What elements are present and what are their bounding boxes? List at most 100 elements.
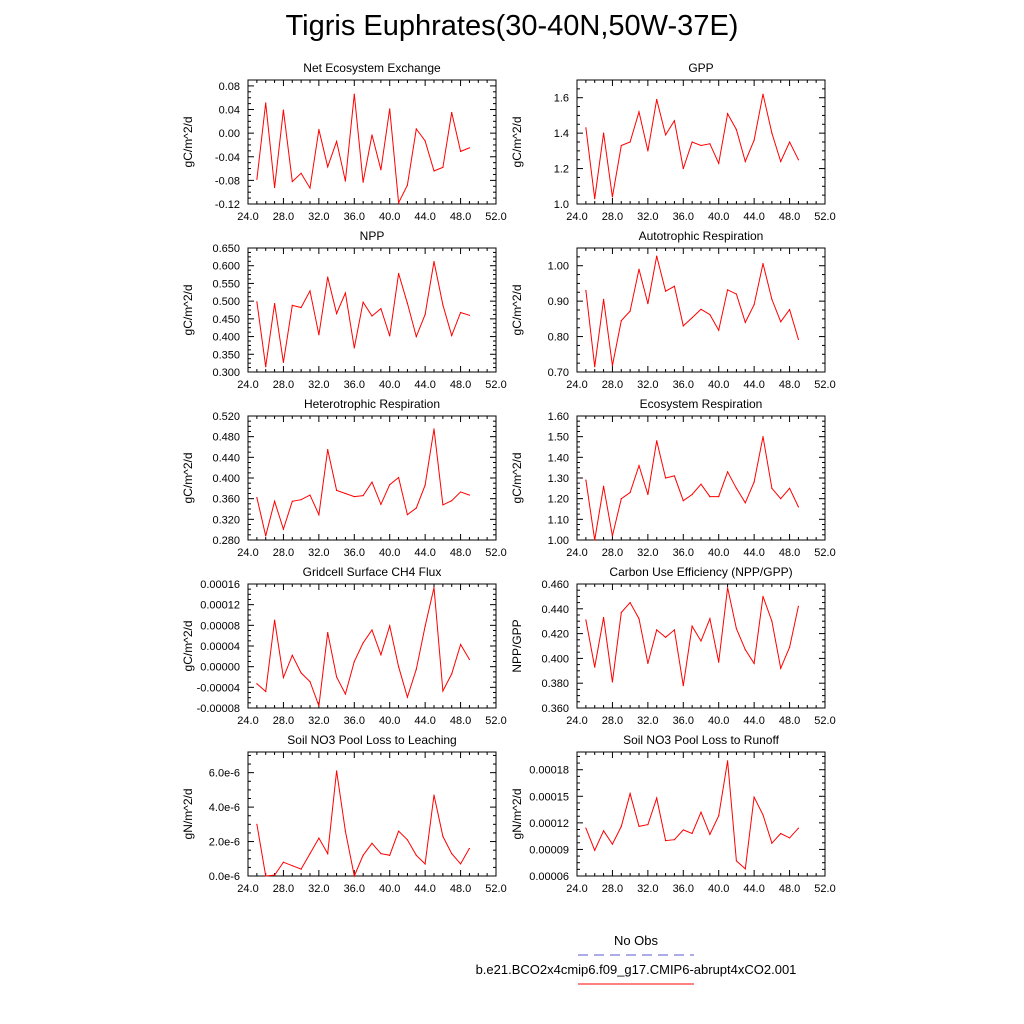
figure-title: Tigris Euphrates(30-40N,50W-37E): [285, 10, 739, 42]
data-point: [424, 625, 426, 627]
chart-panel-10: Soil NO3 Pool Loss to Runoff gN/m^2/d 24.0…: [510, 733, 836, 895]
data-point: [744, 868, 746, 870]
data-point: [389, 484, 391, 486]
x-tick-label: 28.0: [273, 715, 294, 727]
chart-title: Soil NO3 Pool Loss to Runoff: [623, 733, 780, 747]
x-tick-label: 32.0: [308, 883, 329, 895]
data-point: [620, 611, 622, 614]
data-point: [611, 535, 614, 537]
x-tick-label: 28.0: [602, 379, 623, 391]
data-point: [602, 132, 605, 134]
data-point: [282, 528, 285, 530]
data-point: [362, 301, 364, 303]
data-point: [797, 338, 800, 341]
data-point: [753, 796, 755, 798]
data-point: [753, 481, 755, 483]
data-point: [611, 365, 614, 367]
data-point: [647, 824, 649, 826]
data-point: [451, 111, 453, 114]
data-point: [780, 160, 782, 163]
data-point: [673, 120, 676, 122]
y-tick-label: 0.350: [212, 349, 240, 361]
chart-panel-9: Soil NO3 Pool Loss to Leaching gN/m^2/d 24…: [181, 733, 507, 895]
x-tick-label: 32.0: [308, 715, 329, 727]
series-line: [256, 770, 470, 878]
x-tick-label: 48.0: [779, 379, 800, 391]
data-point: [433, 794, 435, 796]
x-tick-label: 52.0: [485, 211, 506, 223]
y-tick-label: 0.00004: [200, 641, 240, 653]
data-point: [335, 312, 338, 315]
y-axis-label: gC/m^2/d: [181, 117, 195, 168]
chart-title: Carbon Use Efficiency (NPP/GPP): [609, 565, 792, 579]
chart-panel-3: NPP gC/m^2/d 24.0 28.0 32.0 36.0 40.0 44.0 48.0 5…: [181, 229, 507, 391]
data-point: [273, 619, 276, 621]
data-point: [291, 654, 293, 656]
y-tick-label: 0.80: [548, 332, 569, 344]
data-point: [327, 448, 329, 451]
data-point: [691, 141, 693, 143]
legend-model-label: b.e21.BCO2x4cmip6.f09_g17.CMIP6-abrupt4x…: [475, 962, 797, 977]
x-tick-label: 40.0: [379, 715, 400, 727]
data-point: [611, 681, 614, 683]
y-tick-label: 0.520: [212, 411, 240, 423]
x-tick-label: 48.0: [779, 547, 800, 559]
data-point: [362, 494, 364, 497]
x-tick-label: 48.0: [450, 379, 471, 391]
data-point: [762, 436, 764, 438]
x-tick-label: 28.0: [602, 715, 623, 727]
data-point: [451, 673, 453, 675]
data-point: [309, 494, 311, 496]
data-point: [344, 292, 347, 294]
x-tick-label: 28.0: [273, 883, 294, 895]
data-point: [594, 849, 596, 851]
data-point: [664, 636, 667, 638]
x-tick-label: 44.0: [743, 883, 764, 895]
chart-title: Ecosystem Respiration: [640, 397, 763, 411]
x-tick-label: 48.0: [450, 547, 471, 559]
y-tick-label: 0.00015: [529, 791, 569, 803]
data-point: [273, 874, 276, 876]
chart-title: Soil NO3 Pool Loss to Leaching: [287, 733, 456, 747]
data-point: [442, 304, 444, 306]
data-point: [265, 690, 267, 693]
data-point: [638, 825, 640, 828]
y-tick-label: -0.00004: [197, 682, 240, 694]
data-point: [691, 317, 693, 319]
data-point: [406, 184, 409, 186]
x-tick-label: 24.0: [237, 883, 258, 895]
x-tick-label: 40.0: [708, 379, 729, 391]
data-point: [353, 875, 355, 877]
data-point: [585, 827, 587, 829]
plot-frame: [247, 415, 497, 541]
data-point: [585, 479, 587, 481]
chart-panel-4: Autotrophic Respiration gC/m^2/d 24.0 28.0 3…: [510, 229, 836, 391]
data-point: [265, 535, 267, 537]
data-point: [442, 690, 444, 692]
x-tick-label: 52.0: [814, 211, 835, 223]
x-tick-label: 40.0: [708, 547, 729, 559]
y-tick-label: 0.00: [219, 128, 240, 140]
x-tick-label: 36.0: [673, 883, 694, 895]
y-axis-label: gC/m^2/d: [181, 285, 195, 336]
x-tick-label: 32.0: [308, 211, 329, 223]
y-tick-label: 0.420: [541, 629, 569, 641]
x-tick-label: 36.0: [344, 379, 365, 391]
series-line: [585, 587, 799, 686]
data-point: [459, 863, 462, 865]
data-point: [691, 625, 693, 627]
data-point: [433, 428, 435, 430]
data-point: [459, 491, 462, 493]
data-point: [753, 304, 755, 306]
chart-title: Heterotrophic Respiration: [304, 397, 440, 411]
data-point: [380, 307, 382, 310]
data-point: [753, 139, 755, 141]
data-point: [647, 662, 649, 664]
data-point: [797, 605, 800, 607]
data-point: [629, 141, 631, 143]
data-point: [318, 514, 320, 516]
plot-frame: [576, 751, 826, 877]
data-point: [788, 309, 791, 311]
x-tick-label: 28.0: [273, 547, 294, 559]
chart-panel-1: Net Ecosystem Exchange gC/m^2/d 24.0 28.0 32…: [181, 61, 507, 223]
